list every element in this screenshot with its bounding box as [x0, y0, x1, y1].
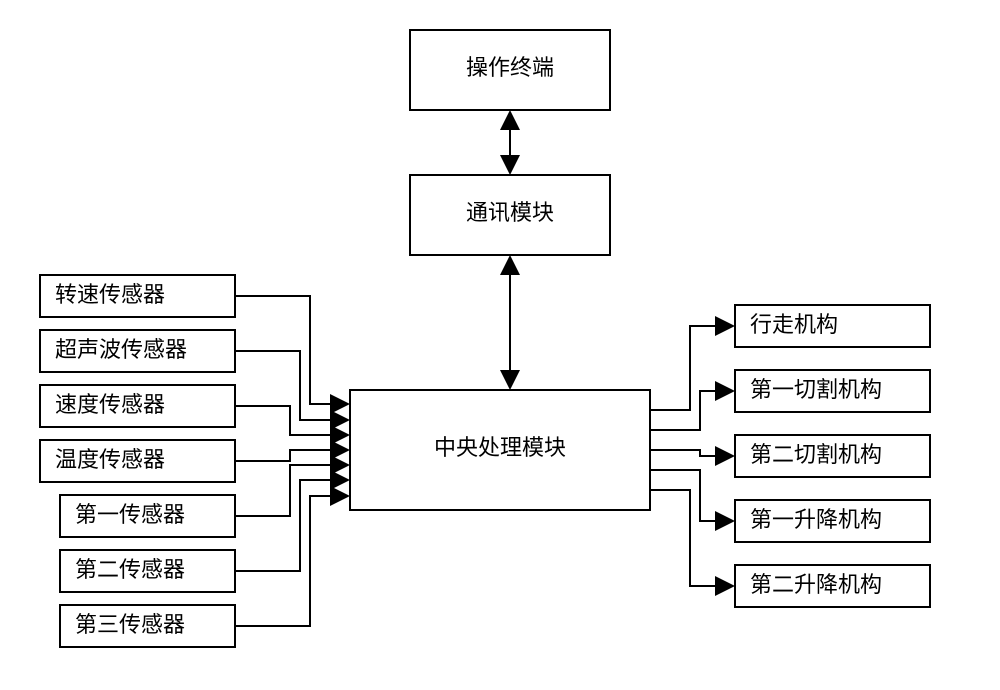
node-sensor2-label: 超声波传感器 — [55, 337, 187, 362]
node-mech1: 行走机构 — [735, 305, 930, 347]
node-sensor2: 超声波传感器 — [40, 330, 235, 372]
node-sensor6-label: 第二传感器 — [75, 557, 185, 582]
node-mech1-label: 行走机构 — [750, 312, 838, 337]
node-comm-label: 通讯模块 — [466, 200, 554, 225]
node-sensor5-label: 第一传感器 — [75, 502, 185, 527]
node-mech2-label: 第一切割机构 — [750, 377, 882, 402]
node-mech5: 第二升降机构 — [735, 565, 930, 607]
edge-sensor4-cpu — [235, 450, 346, 461]
edge-cpu-mech3 — [650, 450, 731, 456]
node-sensor4-label: 温度传感器 — [55, 447, 165, 472]
node-mech5-label: 第二升降机构 — [750, 572, 882, 597]
node-sensor5: 第一传感器 — [60, 495, 235, 537]
node-cpu-label: 中央处理模块 — [434, 435, 566, 460]
node-mech4-label: 第一升降机构 — [750, 507, 882, 532]
diagram-canvas: 操作终端 通讯模块 中央处理模块 转速传感器 超声波传感器 速度传感器 温度传感… — [0, 0, 1000, 690]
node-sensor7-label: 第三传感器 — [75, 612, 185, 637]
edge-cpu-mech5 — [650, 490, 731, 586]
node-cpu: 中央处理模块 — [350, 390, 650, 510]
node-mech4: 第一升降机构 — [735, 500, 930, 542]
node-comm: 通讯模块 — [410, 175, 610, 255]
node-sensor3: 速度传感器 — [40, 385, 235, 427]
node-terminal: 操作终端 — [410, 30, 610, 110]
node-mech3: 第二切割机构 — [735, 435, 930, 477]
node-mech3-label: 第二切割机构 — [750, 442, 882, 467]
node-sensor4: 温度传感器 — [40, 440, 235, 482]
edge-cpu-mech1 — [650, 326, 731, 410]
node-sensor1: 转速传感器 — [40, 275, 235, 317]
node-sensor7: 第三传感器 — [60, 605, 235, 647]
node-mech2: 第一切割机构 — [735, 370, 930, 412]
node-terminal-label: 操作终端 — [466, 55, 554, 80]
node-sensor6: 第二传感器 — [60, 550, 235, 592]
edge-sensor5-cpu — [235, 465, 346, 516]
node-sensor3-label: 速度传感器 — [55, 392, 165, 417]
node-sensor1-label: 转速传感器 — [55, 282, 165, 307]
